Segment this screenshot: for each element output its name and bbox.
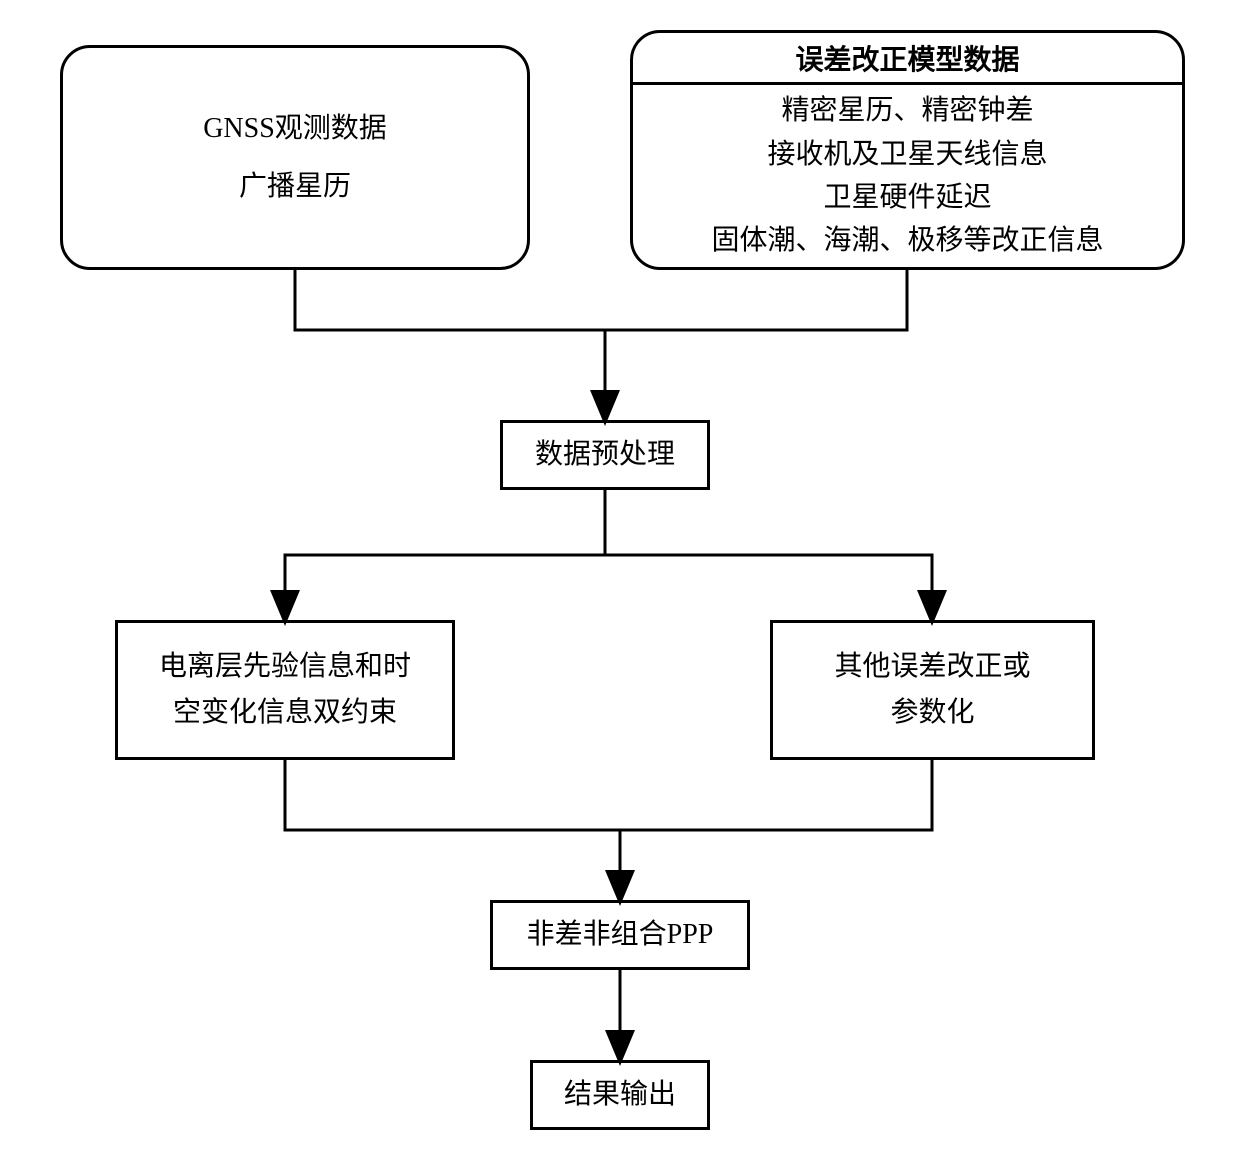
edge-iono-merge2 — [285, 760, 620, 830]
preprocess-node: 数据预处理 — [500, 420, 710, 490]
gnss-node: GNSS观测数据 广播星历 — [60, 45, 530, 270]
iono-text2: 空变化信息双约束 — [171, 690, 399, 736]
iono-text1: 电离层先验信息和时 — [157, 644, 413, 690]
edge-other-merge2 — [620, 760, 932, 830]
output-node: 结果输出 — [530, 1060, 710, 1130]
iono-node: 电离层先验信息和时 空变化信息双约束 — [115, 620, 455, 760]
gnss-text1: GNSS观测数据 — [195, 100, 395, 158]
error-model-title-text: 误差改正模型数据 — [795, 38, 1019, 78]
preprocess-text: 数据预处理 — [527, 426, 683, 484]
edge-split-other — [605, 555, 932, 620]
gnss-text2: 广播星历 — [231, 158, 359, 216]
error-model-title: 误差改正模型数据 — [630, 30, 1185, 85]
ppp-node: 非差非组合PPP — [490, 900, 750, 970]
ppp-text: 非差非组合PPP — [519, 906, 722, 964]
other-text1: 其他误差改正或 — [832, 644, 1032, 690]
error-line4: 固体潮、海潮、极移等改正信息 — [711, 219, 1103, 262]
error-line1: 精密星历、精密钟差 — [781, 89, 1033, 132]
output-text: 结果输出 — [556, 1066, 684, 1124]
error-model-content: 精密星历、精密钟差 接收机及卫星天线信息 卫星硬件延迟 固体潮、海潮、极移等改正… — [630, 85, 1185, 270]
edge-split-iono — [285, 555, 605, 620]
error-line2: 接收机及卫星天线信息 — [767, 133, 1047, 176]
other-error-node: 其他误差改正或 参数化 — [770, 620, 1095, 760]
edge-error-merge — [605, 270, 907, 330]
edge-gnss-merge — [295, 270, 605, 330]
other-text2: 参数化 — [888, 690, 976, 736]
error-line3: 卫星硬件延迟 — [823, 176, 991, 219]
